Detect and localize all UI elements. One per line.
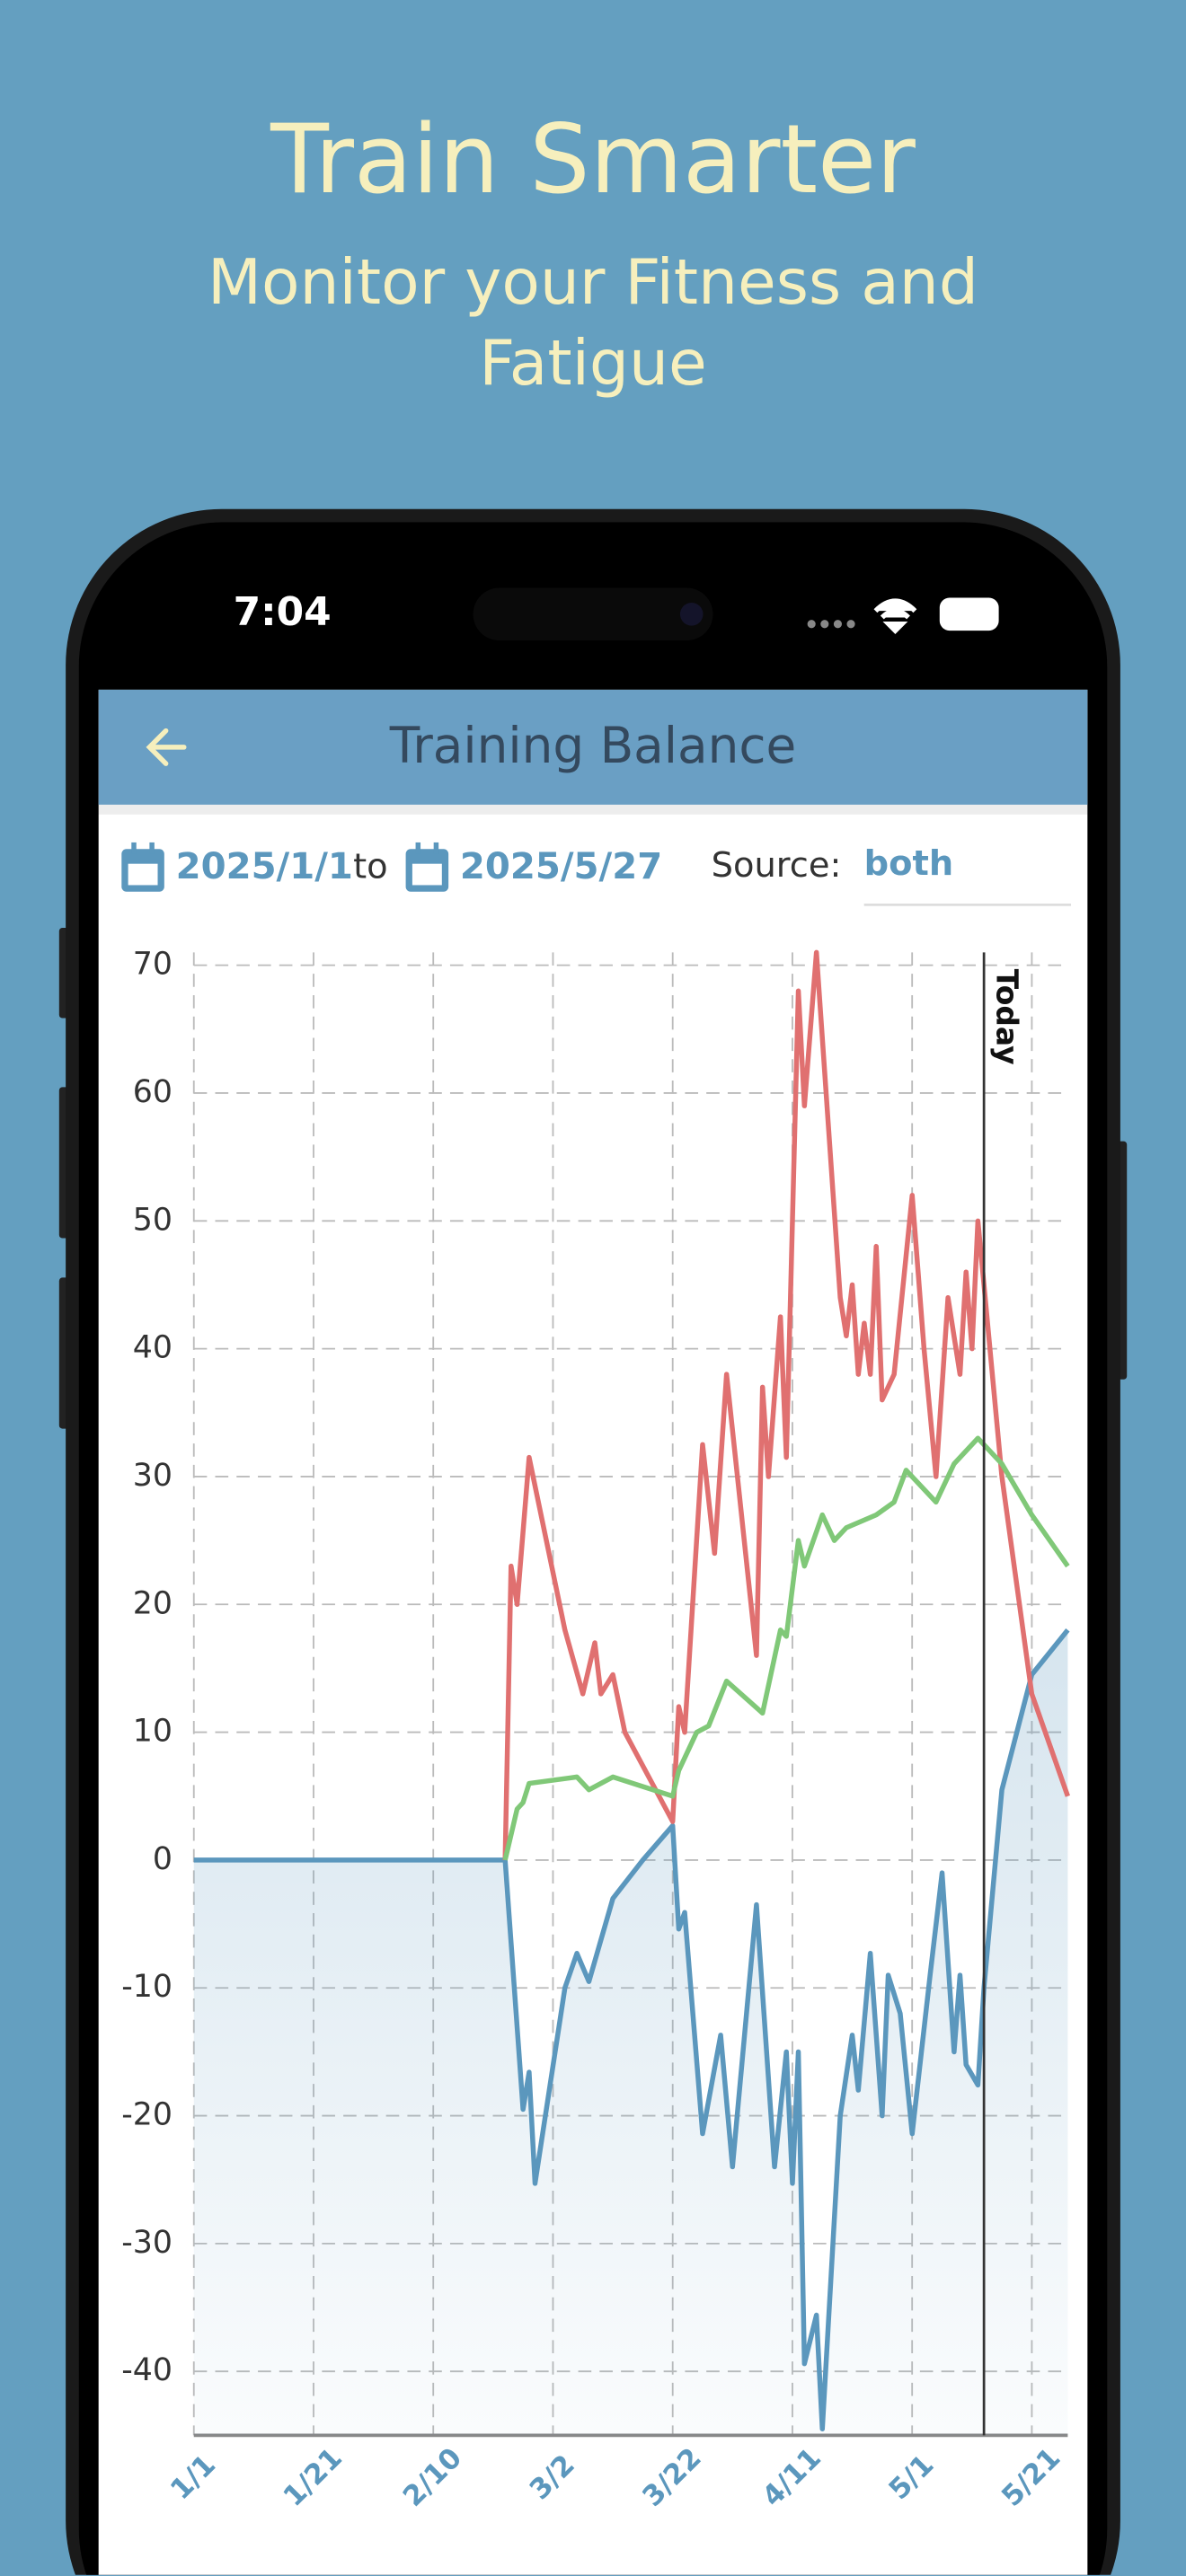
status-time: 7:04	[234, 589, 332, 635]
app-bar	[98, 689, 1088, 805]
end-date[interactable]: 2025/5/27	[460, 846, 662, 887]
source-label: Source:	[712, 845, 842, 886]
y-tick-label: 40	[133, 1330, 173, 1366]
y-tick-label: -10	[121, 1969, 173, 2005]
y-tick-label: 10	[133, 1714, 173, 1750]
subheadline: Monitor your Fitness and Fatigue	[208, 246, 978, 400]
to-label: to	[353, 847, 388, 887]
dynamic-island	[473, 587, 713, 641]
line	[502, 949, 1070, 1860]
area	[193, 1629, 1068, 2436]
battery-icon	[939, 597, 999, 631]
camera	[679, 602, 704, 626]
today-label: Today	[989, 969, 1024, 1065]
back-button[interactable]	[146, 728, 187, 766]
calendar-icon[interactable]	[121, 842, 164, 892]
headline: Train Smarter	[270, 103, 916, 216]
app-bar-title: Training Balance	[389, 717, 796, 774]
y-tick-label: -20	[121, 2097, 173, 2133]
app-bar-shadow	[98, 804, 1088, 815]
y-tick-label: -40	[121, 2352, 173, 2388]
calendar-icon[interactable]	[405, 842, 449, 892]
y-tick-label: 20	[133, 1585, 173, 1621]
line	[502, 1435, 1070, 1861]
line	[193, 1628, 1070, 2431]
y-tick-label: 60	[133, 1074, 173, 1110]
y-tick-label: 0	[153, 1841, 173, 1877]
source-select[interactable]: both	[864, 843, 954, 884]
start-date[interactable]: 2025/1/1	[176, 846, 353, 887]
signal	[807, 620, 855, 629]
y-tick-label: -30	[121, 2225, 173, 2261]
y-tick-label: 70	[133, 947, 173, 983]
wifi-icon	[873, 598, 917, 634]
y-tick-label: 30	[133, 1458, 173, 1494]
y-tick-label: 50	[133, 1202, 173, 1238]
